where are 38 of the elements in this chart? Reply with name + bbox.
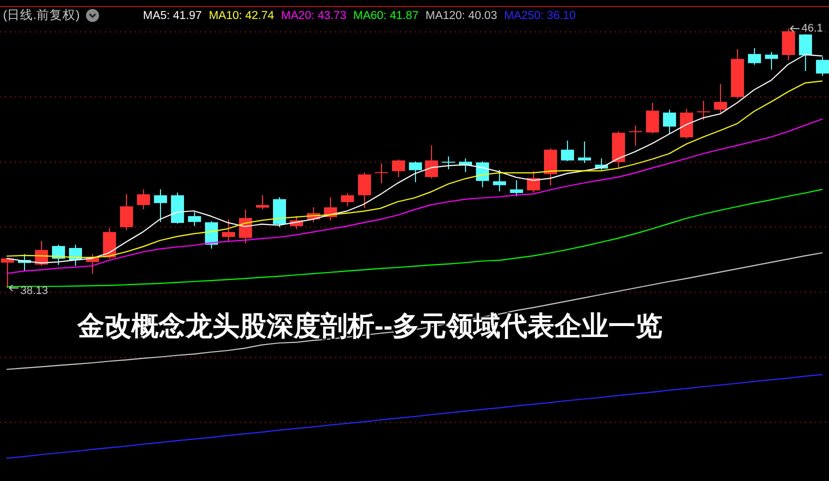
text: MA10: 42.74 [208,10,274,22]
candlestick [392,158,405,178]
chart-subtitle: (日线.前复权) [3,7,80,24]
candlestick [493,169,506,192]
candlestick [375,162,388,184]
candlestick [137,188,150,210]
text: MA250: 36.10 [504,10,576,22]
candlestick [629,125,642,146]
candlestick [527,170,540,193]
candlestick [409,160,422,183]
candlestick [358,172,371,208]
candlestick [154,188,167,222]
candlestick [256,194,269,210]
candlestick [188,211,201,226]
text: MA120: 40.03 [425,10,498,22]
candlestick [646,102,659,134]
annotation: 38.13 [20,285,48,298]
text: MA20: 43.73 [281,10,346,22]
annotation: 46.1 [802,22,823,35]
candlestick [782,28,795,61]
candlestick [425,144,438,179]
candlestick [510,180,523,197]
candlestick [239,209,252,244]
candlestick [799,34,812,72]
text: MA60: 41.87 [353,10,418,22]
candlestick [341,192,354,206]
candlestick [697,100,710,121]
candlestick [663,109,676,135]
text: MA5: 41.97 [143,10,202,22]
candlestick [120,194,133,231]
candlestick [816,56,829,76]
candlestick [442,156,455,170]
candlestick [765,52,778,70]
candlestick [222,218,235,242]
candlestick [578,141,591,164]
candlestick [714,83,727,114]
candlestick [561,140,574,162]
candlestick [748,48,761,66]
